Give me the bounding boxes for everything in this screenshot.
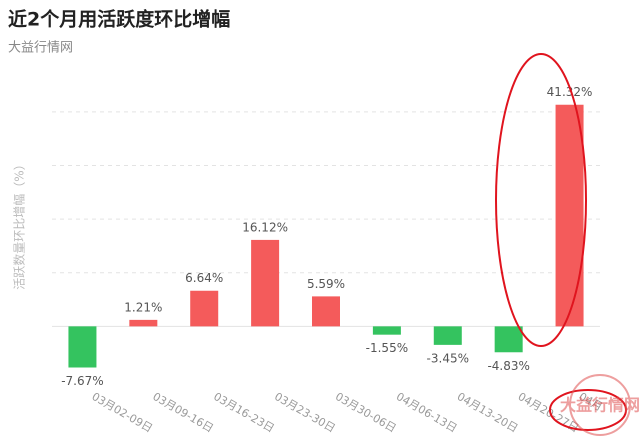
- bar: [372, 326, 401, 335]
- data-label: -4.83%: [487, 359, 529, 373]
- bar: [555, 104, 584, 327]
- watermark-text: 大益行情网: [560, 396, 640, 415]
- highlight-ellipse: [495, 53, 587, 347]
- data-label: 16.12%: [242, 220, 288, 234]
- chart-subtitle: 大益行情网: [8, 41, 73, 56]
- bar: [312, 296, 340, 327]
- bar: [251, 239, 280, 327]
- bar: [68, 326, 97, 368]
- x-tick-label: 03月30-06日: [333, 390, 398, 435]
- x-tick-label: 03月02-09日: [89, 390, 154, 435]
- watermark-ring: [569, 374, 631, 436]
- x-tick-label: 04月13-20日: [455, 390, 520, 435]
- data-label: 6.64%: [185, 271, 223, 285]
- data-label: 41.32%: [547, 85, 593, 99]
- x-tick-label: 04月06-13日: [394, 390, 459, 435]
- bar: [494, 326, 523, 353]
- y-axis-label: 活跃数量环比增幅（%）: [12, 158, 27, 289]
- data-label: 1.21%: [124, 300, 162, 314]
- bar: [129, 319, 158, 327]
- data-label: 5.59%: [307, 277, 345, 291]
- bar: [190, 290, 219, 327]
- plot-area: 03月02-09日 -7.67% 03月09-16日 1.21% 03月16-23日 6.…: [52, 85, 605, 435]
- watermark: 大益行情网: [560, 374, 640, 436]
- bar: [433, 326, 462, 345]
- data-label: -3.45%: [427, 351, 469, 365]
- data-label: -1.55%: [366, 341, 408, 355]
- highlight-ellipse: [549, 389, 627, 431]
- x-tick-label: 03月09-16日: [150, 390, 215, 435]
- x-tick-label: 03月23-30日: [272, 390, 337, 435]
- data-label: -7.67%: [61, 374, 103, 388]
- x-tick-label: 03月16-23日: [211, 390, 276, 435]
- chart-title: 近2个月用活跃度环比增幅: [8, 8, 230, 31]
